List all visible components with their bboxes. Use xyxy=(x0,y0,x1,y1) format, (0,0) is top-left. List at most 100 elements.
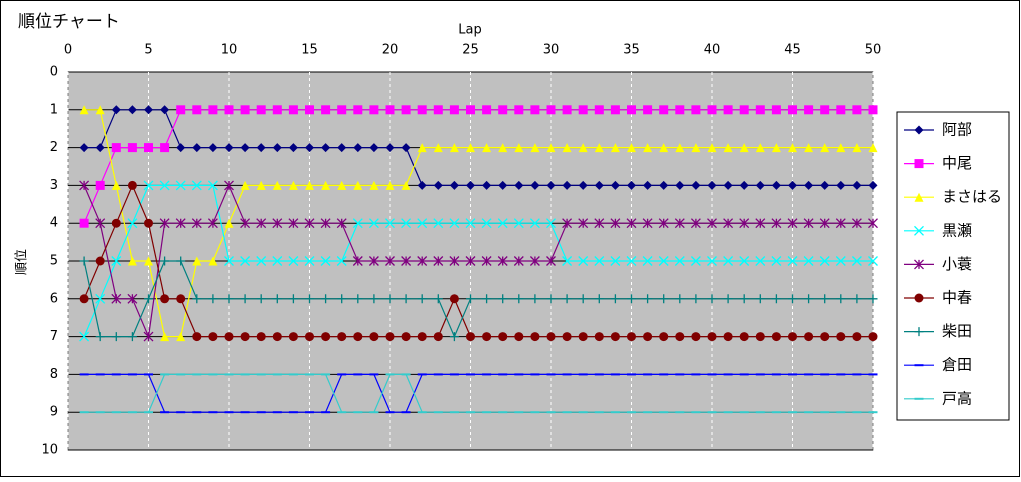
marker xyxy=(627,294,636,304)
marker xyxy=(514,294,524,304)
marker xyxy=(143,180,154,191)
marker xyxy=(385,143,395,153)
marker xyxy=(449,143,459,153)
marker xyxy=(755,143,765,153)
marker xyxy=(562,294,572,304)
marker xyxy=(466,105,475,115)
marker xyxy=(272,180,282,190)
marker xyxy=(288,218,299,229)
marker xyxy=(385,180,395,190)
marker xyxy=(159,180,170,191)
marker xyxy=(755,294,765,304)
marker xyxy=(868,332,878,342)
marker xyxy=(498,143,508,153)
marker xyxy=(804,294,814,304)
marker xyxy=(914,225,924,236)
marker xyxy=(401,105,411,115)
marker xyxy=(788,294,797,304)
marker xyxy=(674,218,685,229)
marker xyxy=(771,256,782,266)
marker xyxy=(546,218,556,229)
marker xyxy=(707,332,717,342)
marker xyxy=(160,332,170,342)
marker xyxy=(240,218,251,229)
series-line xyxy=(83,184,873,337)
marker xyxy=(530,180,540,190)
marker xyxy=(819,256,830,266)
marker xyxy=(546,332,556,342)
x-tick-label: 15 xyxy=(301,43,318,58)
marker xyxy=(723,180,733,190)
marker xyxy=(914,159,924,169)
marker xyxy=(144,256,153,266)
marker xyxy=(144,294,153,304)
marker xyxy=(739,294,749,304)
marker xyxy=(208,143,218,153)
marker xyxy=(401,294,411,304)
marker xyxy=(304,256,315,266)
marker xyxy=(288,105,298,115)
marker xyxy=(337,143,347,153)
marker xyxy=(835,218,846,229)
marker xyxy=(771,143,781,153)
marker xyxy=(433,218,444,229)
marker xyxy=(626,256,637,266)
marker xyxy=(466,294,475,304)
marker xyxy=(788,332,797,342)
x-axis-title: Lap xyxy=(458,23,481,38)
marker xyxy=(256,105,266,115)
marker xyxy=(482,180,492,190)
marker xyxy=(160,256,170,266)
marker xyxy=(208,256,218,266)
marker xyxy=(288,143,298,153)
marker xyxy=(417,294,427,304)
marker xyxy=(175,180,186,191)
marker xyxy=(868,256,878,266)
marker xyxy=(207,180,218,191)
marker xyxy=(868,294,878,304)
marker xyxy=(417,143,427,153)
marker xyxy=(562,332,572,342)
marker xyxy=(755,256,766,266)
marker xyxy=(240,105,250,115)
marker xyxy=(256,332,266,342)
marker xyxy=(530,332,540,342)
marker xyxy=(192,143,202,153)
marker xyxy=(321,294,331,304)
legend-label: 柴田 xyxy=(942,322,972,340)
marker xyxy=(914,125,924,135)
marker xyxy=(739,143,749,153)
marker xyxy=(868,218,878,229)
marker xyxy=(707,180,717,190)
legend-label: 倉田 xyxy=(942,356,972,374)
marker xyxy=(852,294,862,304)
marker xyxy=(594,256,605,266)
marker xyxy=(321,143,331,153)
marker xyxy=(691,143,701,153)
marker xyxy=(852,105,862,115)
marker xyxy=(514,332,524,342)
marker xyxy=(256,256,267,266)
marker xyxy=(771,332,781,342)
marker xyxy=(320,218,331,229)
marker xyxy=(176,332,186,342)
marker xyxy=(610,256,621,266)
marker xyxy=(868,143,878,153)
marker xyxy=(256,180,266,190)
marker xyxy=(111,256,122,266)
y-tick-label: 3 xyxy=(50,178,58,193)
marker xyxy=(723,105,733,115)
marker xyxy=(337,105,347,115)
marker xyxy=(529,256,540,266)
marker xyxy=(288,256,299,266)
marker xyxy=(321,180,331,190)
marker xyxy=(385,105,395,115)
marker xyxy=(465,256,476,266)
marker xyxy=(755,218,766,229)
marker xyxy=(739,332,749,342)
marker xyxy=(160,294,170,304)
marker xyxy=(160,143,170,153)
marker xyxy=(208,332,218,342)
y-tick-label: 0 xyxy=(50,65,58,80)
marker xyxy=(417,105,427,115)
